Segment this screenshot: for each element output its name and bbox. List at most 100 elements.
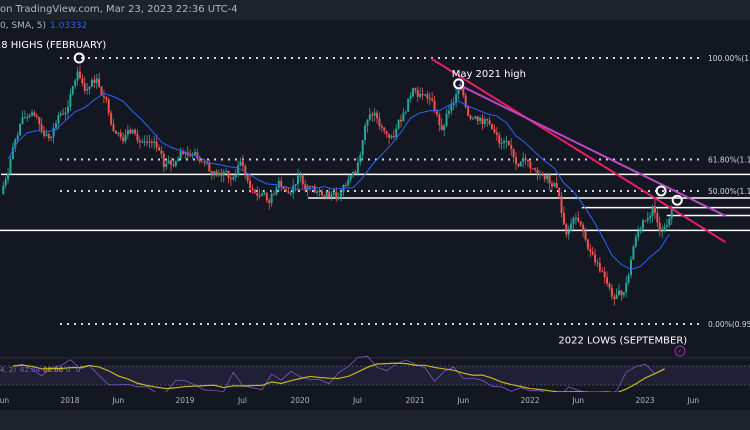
candle-body bbox=[534, 168, 537, 170]
candle-body bbox=[268, 200, 271, 203]
candle-body bbox=[203, 161, 206, 163]
candle-body bbox=[289, 193, 292, 195]
candle-body bbox=[93, 79, 96, 83]
candle-body bbox=[565, 224, 568, 235]
candle-body bbox=[282, 186, 285, 190]
candle-body bbox=[28, 115, 31, 118]
candle-body bbox=[62, 113, 65, 115]
candle-body bbox=[141, 141, 144, 143]
marker-circle bbox=[655, 185, 667, 197]
candle-body bbox=[148, 141, 151, 143]
candle-body bbox=[407, 98, 410, 112]
candle-body bbox=[344, 185, 347, 187]
candle-body bbox=[189, 155, 192, 157]
candle-body bbox=[368, 114, 371, 120]
candle-body bbox=[390, 136, 393, 138]
candle-body bbox=[347, 179, 350, 186]
candle-body bbox=[404, 111, 407, 113]
candle-body bbox=[529, 161, 532, 169]
candle-body bbox=[162, 153, 165, 167]
candle-body bbox=[488, 120, 491, 125]
candle-body bbox=[330, 194, 333, 198]
candle-body bbox=[249, 180, 252, 188]
candle-body bbox=[610, 287, 613, 297]
candle-body bbox=[483, 119, 486, 124]
candle-body bbox=[498, 134, 501, 144]
candle-body bbox=[378, 118, 381, 126]
candle-body bbox=[653, 206, 656, 213]
candle-body bbox=[400, 119, 403, 122]
candle-body bbox=[112, 124, 115, 132]
candle-body bbox=[11, 147, 14, 160]
candle-body bbox=[656, 212, 659, 223]
candle-body bbox=[584, 231, 587, 240]
candle-body bbox=[35, 115, 38, 118]
candle-body bbox=[663, 226, 666, 231]
candle-body bbox=[356, 162, 359, 174]
candle-body bbox=[395, 128, 398, 138]
candle-body bbox=[670, 208, 673, 219]
candle-body bbox=[349, 175, 352, 180]
candle-body bbox=[577, 217, 580, 222]
time-axis-label: Jun bbox=[111, 396, 124, 405]
candle-body bbox=[95, 78, 98, 83]
candle-body bbox=[225, 171, 228, 173]
candle-body bbox=[447, 110, 450, 114]
price-chart[interactable]: 100.00%(1.25 61.80%(1.139 50.00%(1.103 0.00… bbox=[0, 0, 750, 410]
candle-body bbox=[332, 192, 335, 195]
candle-body bbox=[64, 112, 67, 115]
candle-body bbox=[110, 112, 113, 125]
candle-body bbox=[292, 185, 295, 194]
time-axis-label: Jun bbox=[0, 396, 9, 405]
candle-body bbox=[71, 85, 74, 95]
candle-body bbox=[493, 129, 496, 133]
candle-body bbox=[608, 283, 611, 288]
candle-body bbox=[40, 124, 43, 131]
candle-body bbox=[507, 140, 510, 146]
bottom-toolbar bbox=[0, 410, 750, 430]
candle-body bbox=[138, 140, 141, 143]
lightning-event-icon[interactable] bbox=[674, 345, 686, 357]
candle-body bbox=[491, 124, 494, 130]
candle-body bbox=[615, 294, 618, 300]
candle-body bbox=[234, 175, 237, 178]
time-axis-label: 2019 bbox=[175, 396, 194, 405]
candle-body bbox=[555, 183, 558, 188]
candle-body bbox=[232, 177, 235, 180]
time-axis bbox=[0, 392, 750, 410]
sma-legend: 0, SMA, 5) 1.03332 bbox=[0, 20, 87, 32]
candle-body bbox=[57, 115, 60, 124]
sma-value: 1.03332 bbox=[50, 21, 88, 31]
candle-body bbox=[31, 112, 34, 116]
candle-body bbox=[129, 129, 132, 134]
candle-body bbox=[433, 100, 436, 112]
candle-body bbox=[613, 296, 616, 300]
candle-body bbox=[637, 231, 640, 238]
candle-body bbox=[146, 141, 149, 143]
candle-body bbox=[126, 129, 129, 135]
trendline-pink bbox=[430, 57, 727, 244]
rsi-ma-line bbox=[12, 362, 665, 394]
candle-body bbox=[411, 88, 414, 97]
candle-body bbox=[143, 141, 146, 143]
rsi-value-4: 0 bbox=[76, 366, 80, 374]
candle-body bbox=[431, 98, 434, 101]
candle-body bbox=[469, 115, 472, 119]
candle-body bbox=[443, 125, 446, 131]
candle-body bbox=[526, 160, 529, 162]
candle-body bbox=[380, 125, 383, 128]
fib-level-label: 100.00%(1.25 bbox=[708, 54, 750, 63]
candle-body bbox=[641, 220, 644, 229]
candle-body bbox=[397, 119, 400, 129]
rsi-band bbox=[0, 366, 750, 385]
candle-body bbox=[622, 292, 625, 296]
candle-body bbox=[524, 158, 527, 161]
candle-body bbox=[464, 95, 467, 107]
candle-body bbox=[553, 183, 556, 187]
time-axis-label: Jun bbox=[686, 396, 699, 405]
candle-body bbox=[26, 117, 29, 119]
candle-body bbox=[438, 114, 441, 125]
candle-body bbox=[651, 206, 654, 216]
candle-body bbox=[639, 228, 642, 232]
candle-body bbox=[354, 171, 357, 174]
